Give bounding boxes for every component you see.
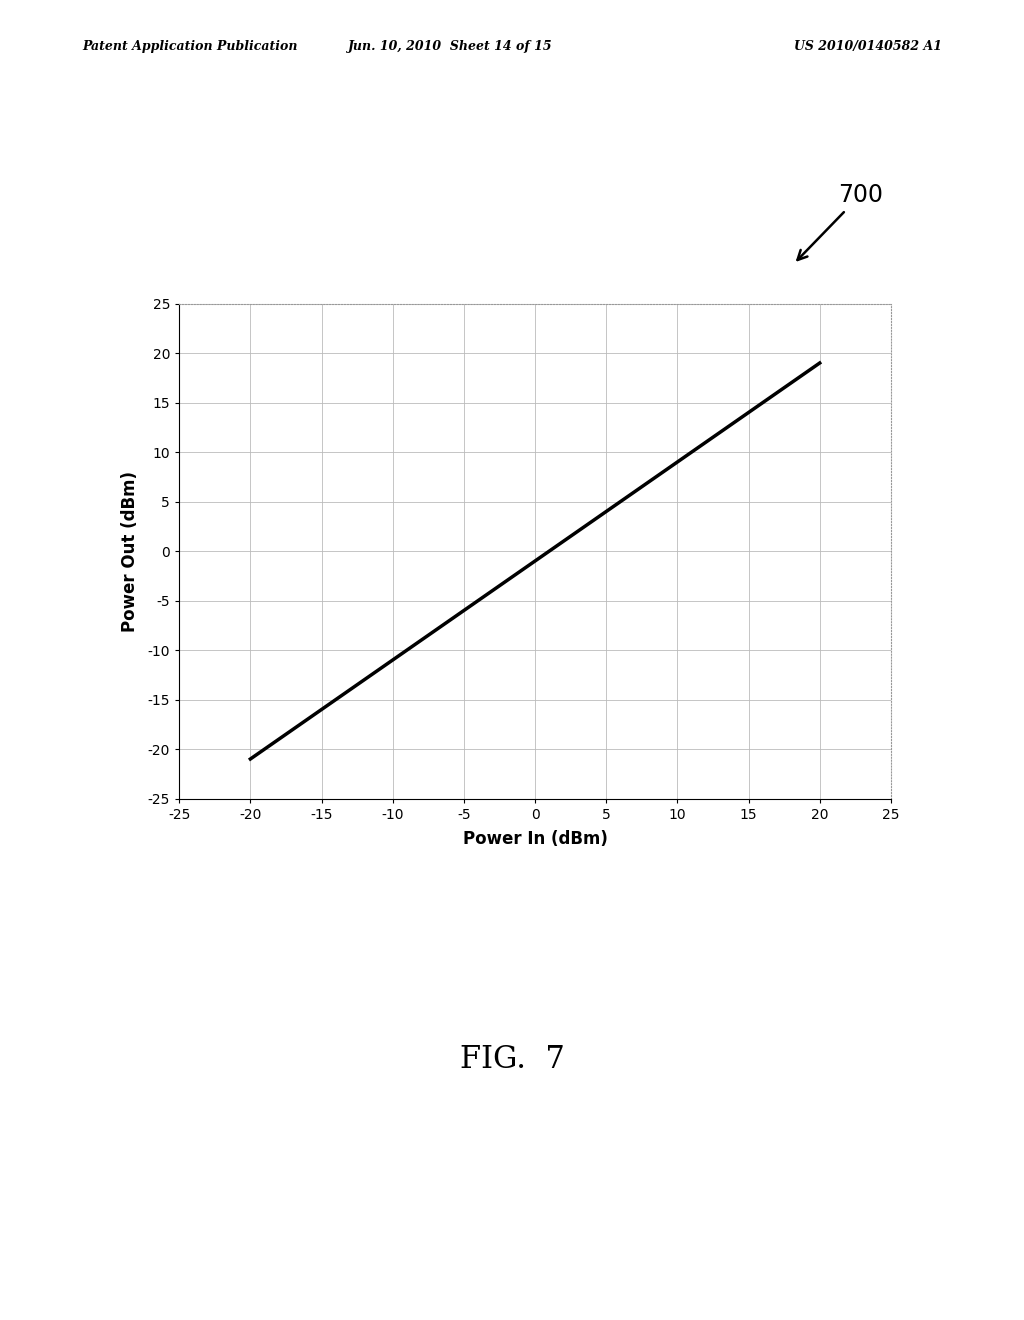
Text: US 2010/0140582 A1: US 2010/0140582 A1	[794, 40, 942, 53]
X-axis label: Power In (dBm): Power In (dBm)	[463, 830, 607, 847]
Text: FIG.  7: FIG. 7	[460, 1044, 564, 1076]
Text: 700: 700	[798, 183, 883, 260]
Text: Jun. 10, 2010  Sheet 14 of 15: Jun. 10, 2010 Sheet 14 of 15	[348, 40, 553, 53]
Y-axis label: Power Out (dBm): Power Out (dBm)	[121, 471, 139, 631]
Text: Patent Application Publication: Patent Application Publication	[82, 40, 297, 53]
